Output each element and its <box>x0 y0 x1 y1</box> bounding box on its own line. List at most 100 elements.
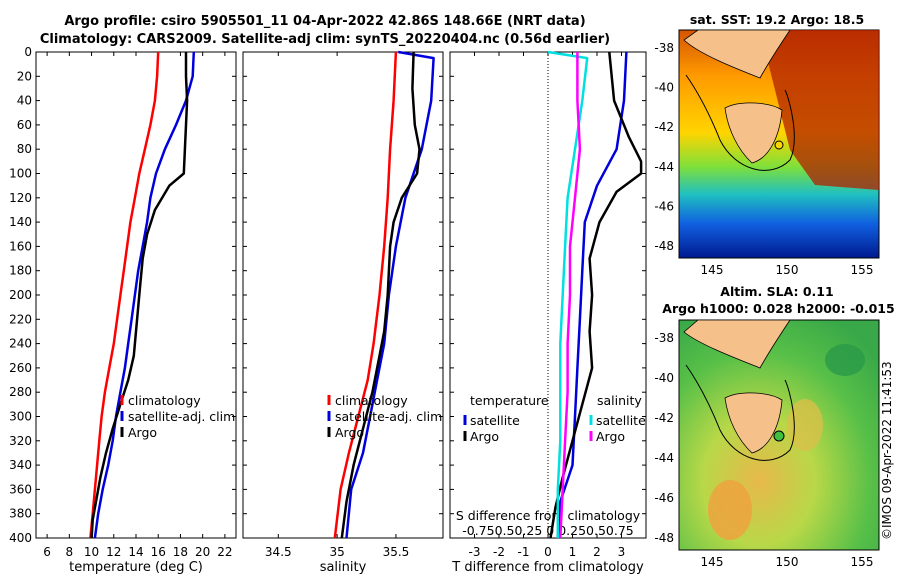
diff-series-t-satellite <box>556 51 628 539</box>
temp-x-tick-label: 20 <box>195 545 210 559</box>
title-line-1: Argo profile: csiro 5905501_11 04-Apr-20… <box>64 14 586 29</box>
sla-anomaly-1 <box>708 480 752 540</box>
sst-warm-region <box>760 30 879 190</box>
temp-y-tick-label: 280 <box>9 385 32 399</box>
map-y-tick-label: -48 <box>654 239 674 253</box>
sla-argo-marker <box>773 430 785 442</box>
map-x-tick-label: 150 <box>776 555 799 569</box>
salt-legend-label: satellite-adj. clim <box>335 409 442 424</box>
temp-x-tick-label: 6 <box>43 545 51 559</box>
temp-legend-label: climatology <box>128 393 201 408</box>
temp-y-tick-label: 160 <box>9 239 32 253</box>
diff-legend-label: Argo <box>470 429 499 444</box>
temp-x-label: temperature (deg C) <box>69 560 203 575</box>
map-y-tick-label: -46 <box>654 199 674 213</box>
map-x-tick-label: 150 <box>776 263 799 277</box>
temp-series-argo <box>90 52 189 539</box>
title-line-2: Climatology: CARS2009. Satellite-adj cli… <box>39 32 611 47</box>
temp-y-tick-label: 360 <box>9 482 32 496</box>
temp-x-tick-label: 16 <box>151 545 166 559</box>
temp-y-tick-label: 340 <box>9 458 32 472</box>
salt-axes-frame <box>242 51 444 539</box>
diff-legend-label: satellite <box>470 413 520 428</box>
diff-x-label: T difference from climatology <box>451 560 644 575</box>
temp-y-tick-label: 0 <box>24 45 32 59</box>
map-x-tick-label: 155 <box>851 555 874 569</box>
temp-y-tick-label: 140 <box>9 215 32 229</box>
map-y-tick-label: -44 <box>654 451 674 465</box>
temp-y-tick-label: 200 <box>9 288 32 302</box>
map-y-tick-label: -44 <box>654 160 674 174</box>
sst-map-title: sat. SST: 19.2 Argo: 18.5 <box>689 12 865 27</box>
map-y-tick-label: -46 <box>654 491 674 505</box>
temp-x-tick-label: 12 <box>106 545 121 559</box>
salt-series-argo <box>340 51 421 539</box>
salt-x-tick-label: 35.5 <box>383 545 410 559</box>
diff-legend-label: satellite <box>596 413 646 428</box>
temp-y-tick-label: 60 <box>17 118 32 132</box>
temp-legend-label: satellite-adj. clim <box>128 409 235 424</box>
sst-map <box>678 29 880 259</box>
sst-contour <box>685 74 795 171</box>
temp-y-tick-label: 260 <box>9 361 32 375</box>
salt-series-climatology <box>333 51 398 539</box>
temp-x-tick-label: 10 <box>84 545 99 559</box>
diff-series-t-argo <box>549 51 643 539</box>
salt-legend-label: climatology <box>335 393 408 408</box>
sla-map-title-1: Altim. SLA: 0.11 <box>720 284 834 299</box>
sst-mainland <box>683 29 791 79</box>
diff-x-tick-label: 2 <box>593 545 601 559</box>
sst-argo-marker <box>774 140 784 150</box>
temp-y-tick-label: 300 <box>9 410 32 424</box>
temp-x-tick-label: 22 <box>217 545 232 559</box>
temp-y-tick-label: 20 <box>17 69 32 83</box>
salt-x-tick-label: 35 <box>329 545 344 559</box>
temp-y-tick-label: 180 <box>9 264 32 278</box>
sla-anomaly-3 <box>825 344 865 376</box>
diff-x-tick-label: -2 <box>493 545 505 559</box>
temp-y-tick-label: 80 <box>17 142 32 156</box>
diff-x2-ticks: -0.750.50.25 0 0.250.50.75 <box>462 523 634 538</box>
temp-series-satellite-adj-clim <box>93 51 196 539</box>
map-x-tick-label: 145 <box>701 263 724 277</box>
diff-x2-label: S difference from climatology <box>456 508 641 523</box>
temp-x-tick-label: 8 <box>66 545 74 559</box>
temp-y-tick-label: 380 <box>9 507 32 521</box>
sla-contour <box>685 364 795 461</box>
diff-x-tick-label: 1 <box>569 545 577 559</box>
map-x-tick-label: 155 <box>851 263 874 277</box>
diff-series-s-argo <box>559 52 582 539</box>
temp-y-tick-label: 400 <box>9 531 32 545</box>
sla-mainland <box>683 319 791 369</box>
temp-y-tick-label: 40 <box>17 94 32 108</box>
temp-x-tick-label: 18 <box>173 545 188 559</box>
diff-legend-title-right: salinity <box>597 393 642 408</box>
diff-legend-title-left: temperature <box>470 393 549 408</box>
sla-map <box>678 319 880 551</box>
temp-y-tick-label: 240 <box>9 337 32 351</box>
salt-series-satellite-adj-clim <box>345 50 435 539</box>
diff-x-tick-label: -1 <box>518 545 530 559</box>
sla-anomaly-2 <box>787 399 823 451</box>
sla-map-title-2: Argo h1000: 0.028 h2000: -0.015 <box>662 301 895 316</box>
map-y-tick-label: -40 <box>654 371 674 385</box>
temp-series-climatology <box>89 51 160 539</box>
map-y-tick-label: -42 <box>654 411 674 425</box>
salt-legend-label: Argo <box>335 425 364 440</box>
temp-y-tick-label: 100 <box>9 167 32 181</box>
diff-series-s-satellite <box>547 50 589 538</box>
map-y-tick-label: -48 <box>654 531 674 545</box>
sla-tasmania <box>724 392 783 454</box>
map-x-tick-label: 145 <box>701 555 724 569</box>
temp-x-tick-label: 14 <box>128 545 143 559</box>
diff-x-tick-label: -3 <box>469 545 481 559</box>
diff-x-tick-label: 0 <box>544 545 552 559</box>
map-y-tick-label: -38 <box>654 331 674 345</box>
map-y-tick-label: -38 <box>654 41 674 55</box>
map-y-tick-label: -42 <box>654 120 674 134</box>
temp-y-tick-label: 320 <box>9 434 32 448</box>
salt-x-label: salinity <box>320 560 367 575</box>
temp-y-tick-label: 120 <box>9 191 32 205</box>
map-y-tick-label: -40 <box>654 81 674 95</box>
temp-legend-label: Argo <box>128 425 157 440</box>
